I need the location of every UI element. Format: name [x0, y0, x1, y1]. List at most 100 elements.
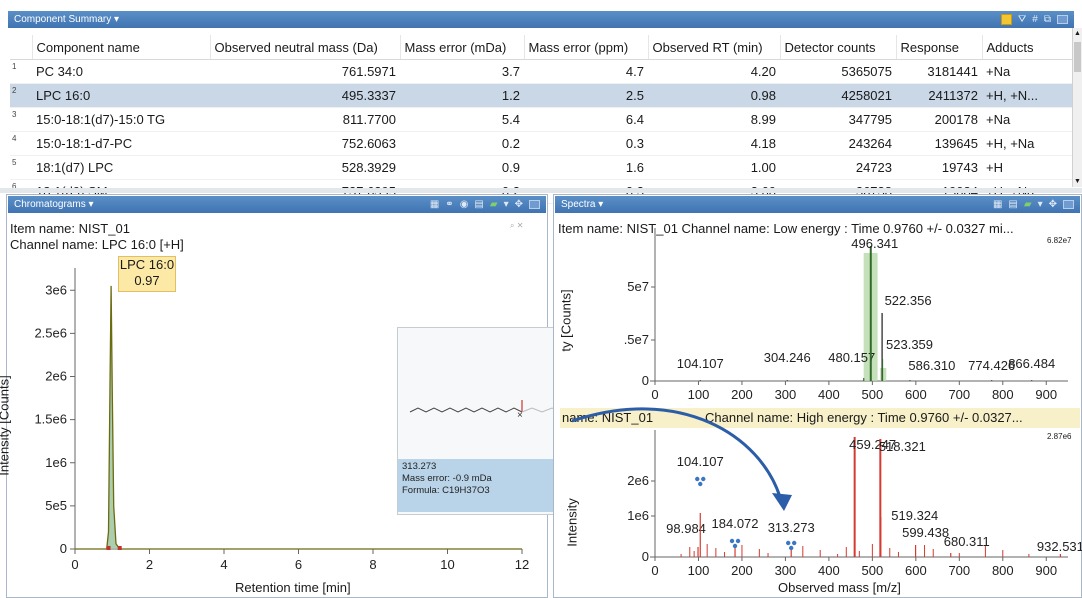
- column-header[interactable]: Detector counts: [780, 35, 897, 60]
- response-cell[interactable]: 19743: [896, 155, 982, 180]
- mda-cell[interactable]: 0.2: [400, 131, 524, 156]
- peak-name: LPC 16:0: [119, 257, 175, 272]
- column-header[interactable]: Mass error (mDa): [400, 35, 525, 60]
- x-tick-label: 2: [146, 557, 153, 572]
- response-cell[interactable]: 139645: [896, 131, 982, 156]
- chromatogram-header[interactable]: Chromatograms ▾ ▦ ⚭ ◉ ▤ ▰ ▾ ✥: [8, 196, 546, 213]
- scroll-thumb[interactable]: [1074, 42, 1081, 72]
- component-name-cell[interactable]: 15:0-18:1(d7)-15:0 TG: [32, 107, 210, 132]
- ppm-cell[interactable]: 4.7: [524, 59, 648, 84]
- adducts-cell[interactable]: +Na: [982, 107, 1072, 132]
- minimize-button[interactable]: [1057, 15, 1068, 24]
- high-x-tick-label: 500: [862, 563, 884, 578]
- info-icon[interactable]: [1000, 14, 1012, 25]
- funnel-icon[interactable]: ⛛: [1017, 14, 1027, 25]
- low-x-tick-label: 100: [688, 387, 710, 402]
- rt-cell[interactable]: 1.00: [648, 155, 780, 180]
- chevron-down-icon[interactable]: ▾: [1037, 199, 1043, 210]
- fragment-marker-icon: [788, 545, 794, 551]
- component-name-cell[interactable]: PC 34:0: [32, 59, 210, 84]
- counts-cell[interactable]: 347795: [780, 107, 896, 132]
- counts-cell[interactable]: 243264: [780, 131, 896, 156]
- rt-cell[interactable]: 4.18: [648, 131, 780, 156]
- column-header[interactable]: Mass error (ppm): [524, 35, 649, 60]
- layers-icon[interactable]: ▰: [489, 199, 498, 210]
- mass-cell[interactable]: 495.3337: [210, 83, 400, 108]
- ppm-cell[interactable]: 1.6: [524, 155, 648, 180]
- table-icon[interactable]: ▤: [1008, 199, 1018, 210]
- chromatogram-close-icon[interactable]: ⌕ ✕: [510, 221, 524, 230]
- mass-cell[interactable]: 528.3929: [210, 155, 400, 180]
- column-header[interactable]: Observed RT (min): [648, 35, 781, 60]
- rt-cell[interactable]: 4.20: [648, 59, 780, 84]
- table-row-selected[interactable]: 2 LPC 16:0 495.3337 1.2 2.5 0.98 4258021…: [10, 83, 1072, 108]
- integration-start-marker: [106, 546, 111, 550]
- chromatogram-title[interactable]: Chromatograms ▾: [14, 199, 94, 210]
- ppm-cell[interactable]: 6.4: [524, 107, 648, 132]
- response-cell[interactable]: 3181441: [896, 59, 982, 84]
- camera-icon[interactable]: ◉: [459, 199, 469, 210]
- high-peak-label: 932.531: [1037, 539, 1082, 554]
- table-scrollbar[interactable]: ▲ ▼: [1072, 28, 1082, 187]
- hash-icon[interactable]: #: [1032, 14, 1038, 25]
- mass-cell[interactable]: 752.6063: [210, 131, 400, 156]
- mda-cell[interactable]: 1.2: [400, 83, 524, 108]
- mda-cell[interactable]: 0.9: [400, 155, 524, 180]
- column-header[interactable]: Observed neutral mass (Da): [210, 35, 401, 60]
- ppm-cell[interactable]: 0.3: [524, 131, 648, 156]
- chromatogram-channel-name: Channel name: LPC 16:0 [+H]: [10, 237, 184, 252]
- component-summary-header[interactable]: Component Summary ▾ ⛛ # ⧉: [8, 11, 1074, 28]
- mass-cell[interactable]: 811.7700: [210, 107, 400, 132]
- spectra-plots[interactable]: 0 100 200 300 400 500 600 700 800 900 0 .5e7 5e7 104.…: [542, 198, 1082, 598]
- minimize-button[interactable]: [529, 200, 540, 209]
- adducts-cell[interactable]: +Na: [982, 59, 1072, 84]
- mda-cell[interactable]: 3.7: [400, 59, 524, 84]
- counts-cell[interactable]: 24723: [780, 155, 896, 180]
- column-header[interactable]: Adducts: [982, 35, 1073, 60]
- fragment-mz: 313.273: [402, 461, 437, 472]
- column-header[interactable]: Component name: [32, 35, 211, 60]
- layers-icon[interactable]: ▰: [1023, 199, 1032, 210]
- low-energy-max: 6.82e7: [1047, 236, 1072, 245]
- mda-cell[interactable]: 5.4: [400, 107, 524, 132]
- chromatogram-plot[interactable]: 0 2 4 6 8 10 12 0 5e5 1e6 1.5e6 2e6 2.5e6 3e6: [0, 198, 548, 598]
- component-name-cell[interactable]: LPC 16:0: [32, 83, 210, 108]
- table-icon[interactable]: ▤: [474, 199, 484, 210]
- ppm-cell[interactable]: 2.5: [524, 83, 648, 108]
- high-y-tick-label: 1e6: [627, 508, 649, 523]
- link-icon[interactable]: ⚭: [445, 199, 454, 210]
- adducts-cell[interactable]: +H: [982, 155, 1072, 180]
- copy-icon[interactable]: ⧉: [1043, 14, 1051, 25]
- mass-cell[interactable]: 761.5971: [210, 59, 400, 84]
- rt-cell[interactable]: 8.99: [648, 107, 780, 132]
- response-cell[interactable]: 2411372: [896, 83, 982, 108]
- column-header[interactable]: Response: [896, 35, 983, 60]
- spectra-title[interactable]: Spectra ▾: [561, 199, 604, 210]
- adducts-cell[interactable]: +H, +N...: [982, 83, 1072, 108]
- high-x-tick-label: 300: [775, 563, 797, 578]
- scroll-down-arrow[interactable]: ▼: [1074, 178, 1081, 185]
- grid-icon[interactable]: ▦: [429, 199, 440, 210]
- scroll-up-arrow[interactable]: ▲: [1074, 30, 1081, 37]
- component-summary-title[interactable]: Component Summary ▾: [14, 14, 120, 25]
- table-row[interactable]: 3 15:0-18:1(d7)-15:0 TG 811.7700 5.4 6.4…: [10, 107, 1072, 132]
- table-row[interactable]: 1 PC 34:0 761.5971 3.7 4.7 4.20 5365075 …: [10, 59, 1072, 84]
- component-name-cell[interactable]: 18:1(d7) LPC: [32, 155, 210, 180]
- grid-icon[interactable]: ▦: [992, 199, 1003, 210]
- low-x-tick-label: 200: [731, 387, 753, 402]
- chevron-down-icon[interactable]: ▾: [503, 199, 509, 210]
- high-peak-label: 459.247: [849, 437, 896, 452]
- counts-cell[interactable]: 4258021: [780, 83, 896, 108]
- table-row[interactable]: 4 15:0-18:1-d7-PC 752.6063 0.2 0.3 4.18 …: [10, 131, 1072, 156]
- minimize-button[interactable]: [1063, 200, 1074, 209]
- counts-cell[interactable]: 5365075: [780, 59, 896, 84]
- table-row[interactable]: 5 18:1(d7) LPC 528.3929 0.9 1.6 1.00 247…: [10, 155, 1072, 180]
- rt-cell[interactable]: 0.98: [648, 83, 780, 108]
- component-name-cell[interactable]: 15:0-18:1-d7-PC: [32, 131, 210, 156]
- spectra-header[interactable]: Spectra ▾ ▦ ▤ ▰ ▾ ✥: [555, 196, 1080, 213]
- move-icon[interactable]: ✥: [514, 199, 523, 210]
- adducts-cell[interactable]: +H, +Na: [982, 131, 1072, 156]
- move-icon[interactable]: ✥: [1048, 199, 1057, 210]
- response-cell[interactable]: 200178: [896, 107, 982, 132]
- horizontal-splitter[interactable]: [0, 188, 1082, 193]
